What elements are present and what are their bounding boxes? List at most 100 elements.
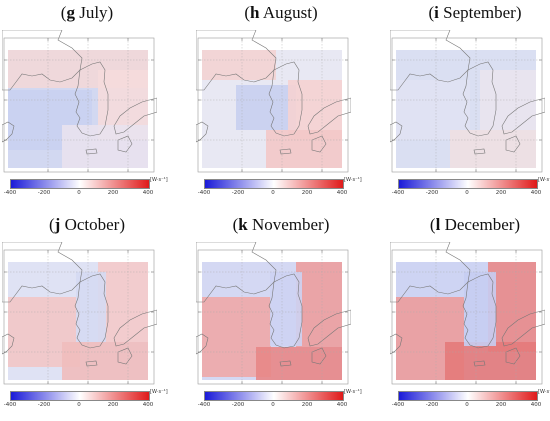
coastlines — [196, 242, 351, 367]
graticule — [392, 38, 542, 172]
map-august — [196, 30, 351, 175]
frame-ticks — [392, 250, 542, 384]
colorbar-tick: 0 — [271, 190, 275, 196]
frame-ticks — [4, 38, 154, 172]
frame-ticks — [392, 38, 542, 172]
map-october — [2, 242, 157, 387]
map-frame — [197, 37, 349, 173]
colorbar-tick: -200 — [37, 402, 51, 408]
coastline — [2, 121, 15, 143]
colorbar-tick: 200 — [107, 190, 119, 196]
coastline — [74, 61, 109, 137]
colorbar-tick: 200 — [301, 190, 313, 196]
anomaly-patch — [62, 125, 148, 168]
coastline — [2, 333, 15, 355]
coastline — [85, 148, 98, 155]
anomaly-patch — [450, 130, 536, 168]
coastline — [311, 135, 327, 153]
anomaly-patch — [62, 342, 148, 380]
coastlines — [196, 30, 351, 155]
anomaly-patch — [202, 50, 276, 80]
colorbar-unit: [W·s⁻¹] — [344, 389, 362, 395]
coastline — [462, 273, 497, 349]
colorbar-unit: [W·s⁻¹] — [150, 389, 168, 395]
coastline — [390, 30, 471, 91]
graticule — [4, 250, 154, 384]
coastline — [505, 347, 521, 365]
panel-august: (h August) [W·s⁻¹] -400 -200 0 200 400 — [196, 0, 366, 200]
map-frame — [391, 37, 543, 173]
panel-title: (i September) — [428, 3, 522, 22]
coastline — [307, 97, 351, 135]
data-field — [202, 50, 342, 168]
coastline — [307, 309, 351, 347]
data-field — [202, 262, 342, 380]
data-field — [8, 50, 148, 168]
data-field — [396, 262, 536, 380]
colorbar-tick: -200 — [425, 402, 439, 408]
map-november — [196, 242, 351, 387]
frame-ticks — [198, 38, 348, 172]
coastline — [196, 333, 209, 355]
data-field — [396, 50, 536, 168]
coastline — [2, 242, 83, 303]
coastline — [113, 309, 157, 347]
colorbar-tick: -400 — [391, 190, 405, 196]
panel-october: (j October) [W·s⁻¹] -400 -200 0 200 400 — [2, 212, 172, 412]
coastline — [279, 148, 292, 155]
coastlines — [390, 30, 545, 155]
coastline — [268, 61, 303, 137]
panel-november: (k November) [W·s⁻¹] -400 -200 0 200 400 — [196, 212, 366, 412]
coastlines — [390, 242, 545, 367]
colorbar — [398, 179, 538, 189]
map-july — [2, 30, 157, 175]
colorbar — [398, 391, 538, 401]
graticule — [392, 250, 542, 384]
panel-title: (h August) — [244, 3, 318, 22]
map-frame — [391, 249, 543, 385]
coastline — [462, 61, 497, 137]
frame-ticks — [4, 250, 154, 384]
map-frame — [3, 37, 155, 173]
colorbar-unit: [W·s⁻¹] — [344, 177, 362, 183]
colorbar-tick: 400 — [142, 190, 154, 196]
anomaly-patch — [256, 347, 342, 380]
colorbar-tick: 0 — [465, 402, 469, 408]
coastline — [390, 242, 471, 303]
colorbar-tick: 200 — [301, 402, 313, 408]
colorbar-tick: -400 — [197, 402, 211, 408]
data-field — [8, 262, 148, 380]
coastline — [473, 360, 486, 367]
coastline — [117, 135, 133, 153]
anomaly-patch — [464, 272, 496, 346]
colorbar-tick: -200 — [231, 402, 245, 408]
coastline — [311, 347, 327, 365]
colorbar-tick: 200 — [495, 402, 507, 408]
map-september — [390, 30, 545, 175]
colorbar-tick: -400 — [3, 402, 17, 408]
anomaly-patch — [98, 262, 148, 342]
colorbar-tick: 0 — [465, 190, 469, 196]
colorbar — [10, 179, 150, 189]
panel-september: (i September) [W·s⁻¹] -400 -200 0 200 40… — [390, 0, 550, 200]
coastline — [505, 135, 521, 153]
coastline — [473, 148, 486, 155]
graticule — [198, 250, 348, 384]
colorbar-tick: 0 — [271, 402, 275, 408]
coastline — [390, 333, 403, 355]
anomaly-patch — [296, 262, 342, 347]
coastlines — [2, 242, 157, 367]
panel-title: (g July) — [60, 3, 114, 22]
panel-title: (l December) — [429, 215, 521, 234]
coastline — [196, 121, 209, 143]
colorbar-unit: [W·s⁻¹] — [538, 389, 550, 395]
map-frame — [3, 249, 155, 385]
colorbar-tick: 400 — [336, 190, 348, 196]
colorbar — [10, 391, 150, 401]
coastline — [85, 360, 98, 367]
coastline — [501, 97, 545, 135]
colorbar-tick: -200 — [425, 190, 439, 196]
map-frame — [197, 249, 349, 385]
coastline — [117, 347, 133, 365]
panel-title: (j October) — [48, 215, 126, 234]
